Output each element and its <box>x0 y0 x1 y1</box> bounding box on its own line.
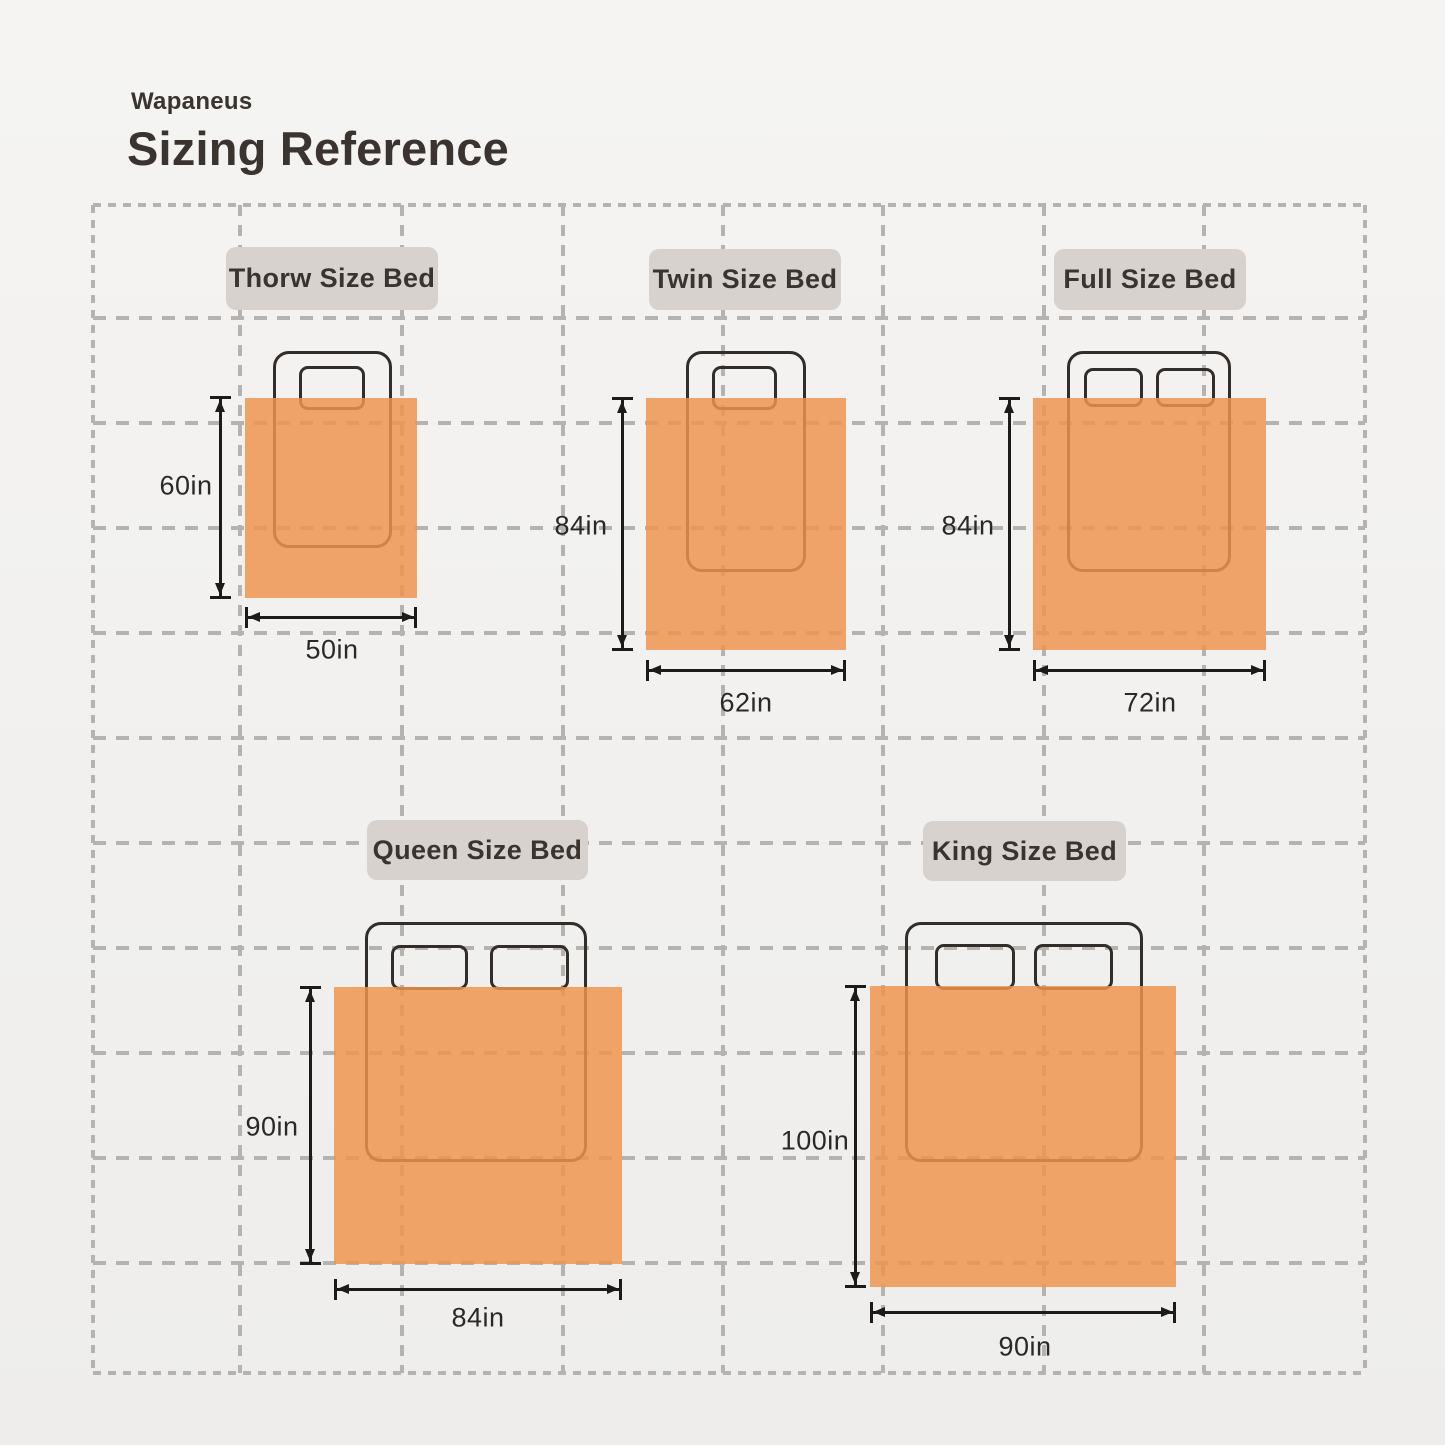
bed-size-badge: Full Size Bed <box>1054 249 1246 310</box>
grid-line <box>93 1261 1365 1265</box>
width-dimension-label: 50in <box>305 634 359 665</box>
blanket-overlay <box>245 398 417 598</box>
grid-line <box>238 205 242 1373</box>
grid-line <box>93 203 1365 207</box>
blanket-overlay <box>646 398 846 650</box>
grid-line <box>561 205 565 1373</box>
width-dimension-label: 90in <box>998 1331 1052 1362</box>
pillow-icon <box>935 944 1015 990</box>
bed-size-label: Thorw Size Bed <box>228 263 436 293</box>
grid-line <box>1363 205 1367 1373</box>
pillow-icon <box>490 945 569 990</box>
bed-size-badge: Thorw Size Bed <box>226 247 438 310</box>
grid-line <box>881 205 885 1373</box>
height-dimension-label: 60in <box>159 470 213 501</box>
blanket-overlay <box>870 986 1176 1287</box>
grid-line <box>93 1156 1365 1160</box>
blanket-overlay <box>1033 398 1266 650</box>
height-dimension-label: 84in <box>554 510 608 541</box>
bed-size-label: Twin Size Bed <box>652 264 838 294</box>
grid-line <box>1042 205 1046 1373</box>
grid-line <box>91 205 95 1373</box>
grid-line <box>93 841 1365 845</box>
height-dimension-label: 84in <box>941 510 995 541</box>
height-dimension-label: 90in <box>245 1111 299 1142</box>
page-title: Sizing Reference <box>127 122 509 175</box>
grid-line <box>93 316 1365 320</box>
brand-name: Wapaneus <box>131 88 253 115</box>
bed-size-label: Full Size Bed <box>1063 264 1237 294</box>
width-dimension-label: 62in <box>719 687 773 718</box>
bed-size-badge: King Size Bed <box>923 821 1126 881</box>
grid-line <box>400 205 404 1373</box>
grid-line <box>93 1051 1365 1055</box>
pillow-icon <box>391 945 468 990</box>
bed-size-label: Queen Size Bed <box>372 834 583 865</box>
bed-size-badge: Twin Size Bed <box>649 249 841 310</box>
grid-line <box>93 1371 1365 1375</box>
grid-line <box>93 736 1365 740</box>
bed-size-badge: Queen Size Bed <box>367 820 588 880</box>
grid-line <box>1202 205 1206 1373</box>
bed-size-label: King Size Bed <box>931 835 1118 866</box>
grid-line <box>93 946 1365 950</box>
width-dimension-label: 84in <box>451 1302 505 1333</box>
blanket-overlay <box>334 987 622 1264</box>
width-dimension-label: 72in <box>1123 687 1177 718</box>
height-dimension-label: 100in <box>780 1125 850 1156</box>
grid-line <box>721 205 725 1373</box>
pillow-icon <box>1034 944 1113 990</box>
